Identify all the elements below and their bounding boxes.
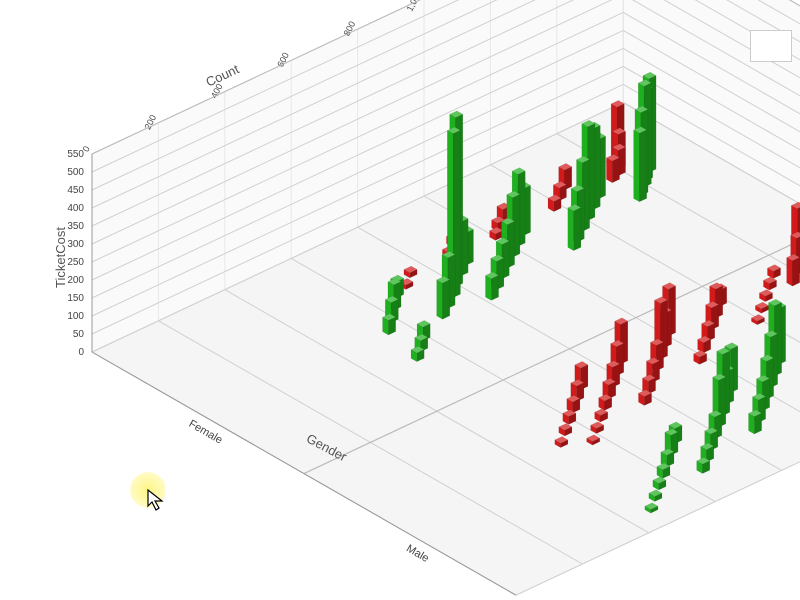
svg-text:200: 200	[67, 275, 84, 286]
svg-text:350: 350	[67, 221, 84, 232]
svg-text:150: 150	[67, 293, 84, 304]
svg-text:0: 0	[78, 347, 84, 358]
svg-text:450: 450	[67, 185, 84, 196]
svg-text:300: 300	[67, 239, 84, 250]
svg-text:100: 100	[67, 311, 84, 322]
ticketcost-gender-3d-bar-chart[interactable]: 0501001502002503003504004505005500200400…	[0, 0, 800, 600]
legend-box	[750, 30, 792, 62]
svg-text:Male: Male	[404, 543, 431, 565]
svg-text:500: 500	[67, 167, 84, 178]
svg-text:400: 400	[67, 203, 84, 214]
svg-text:50: 50	[73, 329, 85, 340]
svg-text:550: 550	[67, 149, 84, 160]
z-axis-label: TicketCost	[53, 227, 68, 288]
svg-text:250: 250	[67, 257, 84, 268]
